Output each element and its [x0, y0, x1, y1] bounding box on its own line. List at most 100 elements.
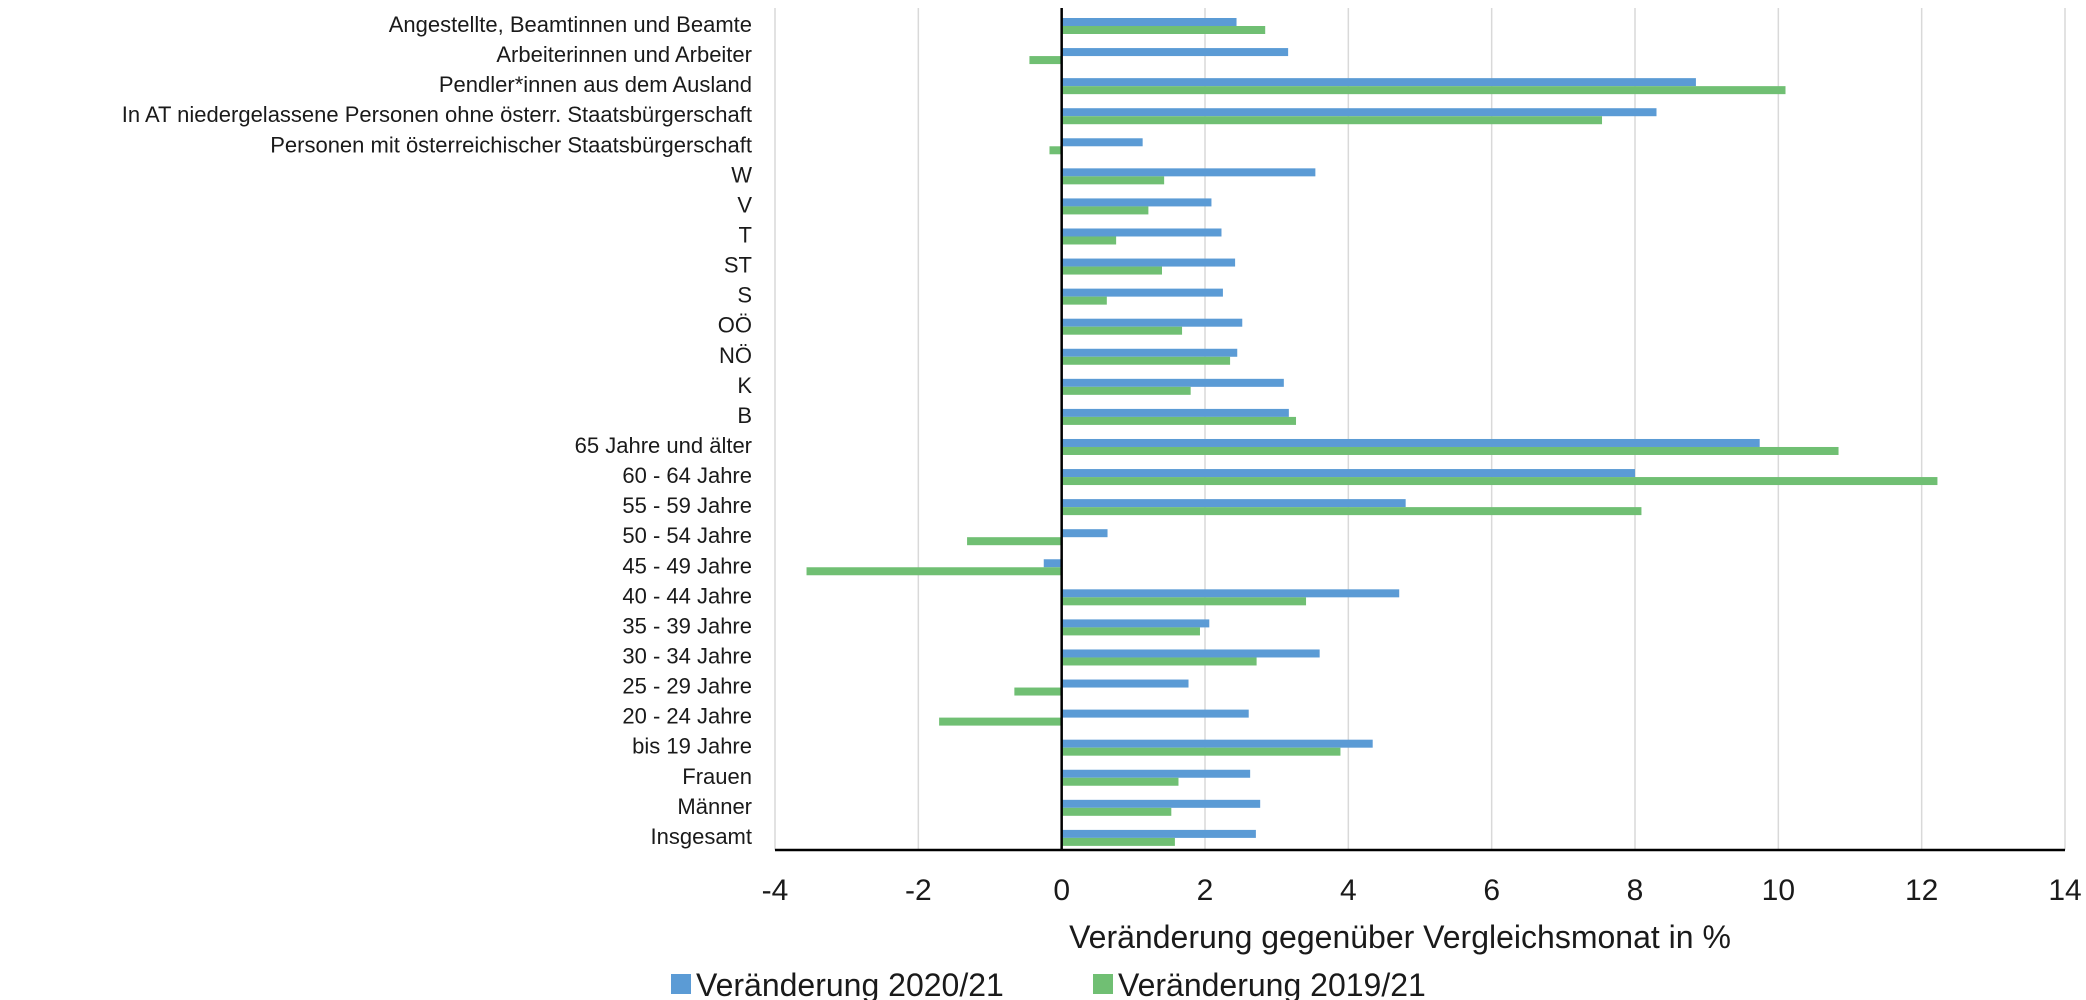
category-label: 60 - 64 Jahre — [622, 463, 752, 488]
x-tick-label: 4 — [1340, 874, 1357, 907]
bar-2019-21 — [1061, 266, 1162, 275]
bar-2020-21 — [1061, 198, 1212, 207]
legend-label-2020-21: Veränderung 2020/21 — [696, 967, 1004, 1000]
category-label: Pendler*innen aus dem Ausland — [439, 72, 752, 97]
bars — [806, 18, 1938, 846]
bar-2020-21 — [1061, 108, 1657, 117]
legend: Veränderung 2020/21 Veränderung 2019/21 — [671, 967, 1426, 1000]
bar-2019-21 — [1014, 687, 1062, 696]
category-label: K — [737, 373, 752, 398]
legend-label-2019-21: Veränderung 2019/21 — [1118, 967, 1426, 1000]
bar-2020-21 — [1061, 769, 1251, 778]
bar-2020-21 — [1061, 48, 1289, 57]
bar-2019-21 — [1061, 206, 1149, 215]
bar-2019-21 — [1061, 837, 1175, 846]
category-label: V — [737, 192, 752, 217]
bar-2019-21 — [1061, 26, 1266, 34]
bar-2019-21 — [1061, 236, 1117, 245]
category-label: NÖ — [719, 343, 752, 368]
category-labels: Angestellte, Beamtinnen und Beamte Arbeit… — [122, 12, 753, 849]
bar-2020-21 — [1061, 168, 1316, 177]
bar-2019-21 — [1061, 386, 1191, 395]
bar-2019-21 — [1061, 116, 1603, 125]
bar-2019-21 — [1061, 86, 1786, 95]
category-label: 35 - 39 Jahre — [622, 613, 752, 638]
legend-swatch-2020-21 — [671, 974, 691, 994]
category-label: 55 - 59 Jahre — [622, 493, 752, 518]
bar-2020-21 — [1061, 18, 1237, 26]
x-tick-label: -4 — [762, 874, 789, 907]
bar-2020-21 — [1061, 679, 1189, 688]
bar-2020-21 — [1061, 348, 1238, 357]
x-tick-label: 14 — [2048, 874, 2081, 907]
category-label: 45 - 49 Jahre — [622, 553, 752, 578]
x-tick-labels: -4 -2 0 2 4 6 8 10 12 14 — [762, 874, 2082, 907]
category-label: 65 Jahre und älter — [575, 433, 752, 458]
bar-2019-21 — [1061, 777, 1179, 786]
x-tick-label: 10 — [1762, 874, 1795, 907]
bar-2020-21 — [1061, 78, 1696, 87]
category-label: bis 19 Jahre — [632, 734, 752, 759]
category-label: In AT niedergelassene Personen ohne öste… — [122, 102, 752, 127]
x-tick-label: 2 — [1197, 874, 1214, 907]
bar-2020-21 — [1061, 469, 1635, 478]
bar-2020-21 — [1061, 829, 1256, 838]
category-label: 25 - 29 Jahre — [622, 674, 752, 699]
bar-2019-21 — [1061, 747, 1341, 756]
category-label: Angestellte, Beamtinnen und Beamte — [389, 12, 752, 37]
category-label: OÖ — [718, 313, 752, 338]
bar-2020-21 — [1061, 589, 1400, 598]
bar-2020-21 — [1061, 408, 1289, 417]
x-tick-label: -2 — [905, 874, 932, 907]
x-tick-label: 12 — [1905, 874, 1938, 907]
bar-2019-21 — [1061, 356, 1231, 365]
bar-2019-21 — [1061, 176, 1165, 185]
bar-2019-21 — [1061, 507, 1642, 516]
category-label: 20 - 24 Jahre — [622, 704, 752, 729]
category-label: Personen mit österreichischer Staatsbürg… — [270, 132, 752, 157]
bar-2020-21 — [1061, 228, 1222, 237]
bar-2019-21 — [1061, 296, 1107, 305]
bar-2020-21 — [1061, 378, 1284, 387]
bar-2020-21 — [1061, 739, 1373, 748]
category-label: 40 - 44 Jahre — [622, 583, 752, 608]
bar-2019-21 — [1029, 56, 1062, 65]
category-label: Insgesamt — [651, 824, 753, 849]
bar-2020-21 — [1061, 318, 1243, 327]
bar-2019-21 — [967, 537, 1062, 546]
legend-swatch-2019-21 — [1093, 974, 1113, 994]
category-label: B — [737, 403, 752, 428]
bar-2020-21 — [1061, 288, 1223, 297]
bar-2020-21 — [1061, 438, 1760, 447]
bar-2019-21 — [1061, 807, 1172, 816]
x-axis-title: Veränderung gegenüber Vergleichsmonat in… — [1069, 919, 1731, 955]
bar-2019-21 — [1061, 477, 1938, 486]
category-label: ST — [724, 253, 752, 278]
category-label: 50 - 54 Jahre — [622, 523, 752, 548]
gridlines — [917, 8, 2066, 850]
bar-2019-21 — [1061, 416, 1297, 425]
bar-2019-21 — [806, 567, 1062, 576]
bar-2020-21 — [1061, 619, 1210, 628]
bar-2019-21 — [1061, 627, 1200, 636]
x-tick-label: 6 — [1483, 874, 1500, 907]
bar-2019-21 — [1049, 146, 1062, 155]
bar-2019-21 — [1061, 446, 1839, 455]
x-tick-label: 0 — [1053, 874, 1070, 907]
bar-2020-21 — [1061, 138, 1143, 147]
bar-2020-21 — [1061, 529, 1108, 538]
x-tick-label: 8 — [1627, 874, 1644, 907]
bar-2019-21 — [1061, 326, 1183, 335]
bar-2019-21 — [939, 717, 1062, 726]
category-label: S — [737, 283, 752, 308]
bar-2019-21 — [1061, 657, 1257, 666]
bar-2020-21 — [1061, 649, 1320, 658]
bar-2020-21 — [1061, 499, 1406, 508]
category-label: T — [739, 222, 752, 247]
bar-2020-21 — [1043, 559, 1062, 568]
bar-2020-21 — [1061, 799, 1261, 808]
category-label: Frauen — [682, 764, 752, 789]
axes — [774, 8, 2065, 852]
category-label: W — [731, 162, 752, 187]
